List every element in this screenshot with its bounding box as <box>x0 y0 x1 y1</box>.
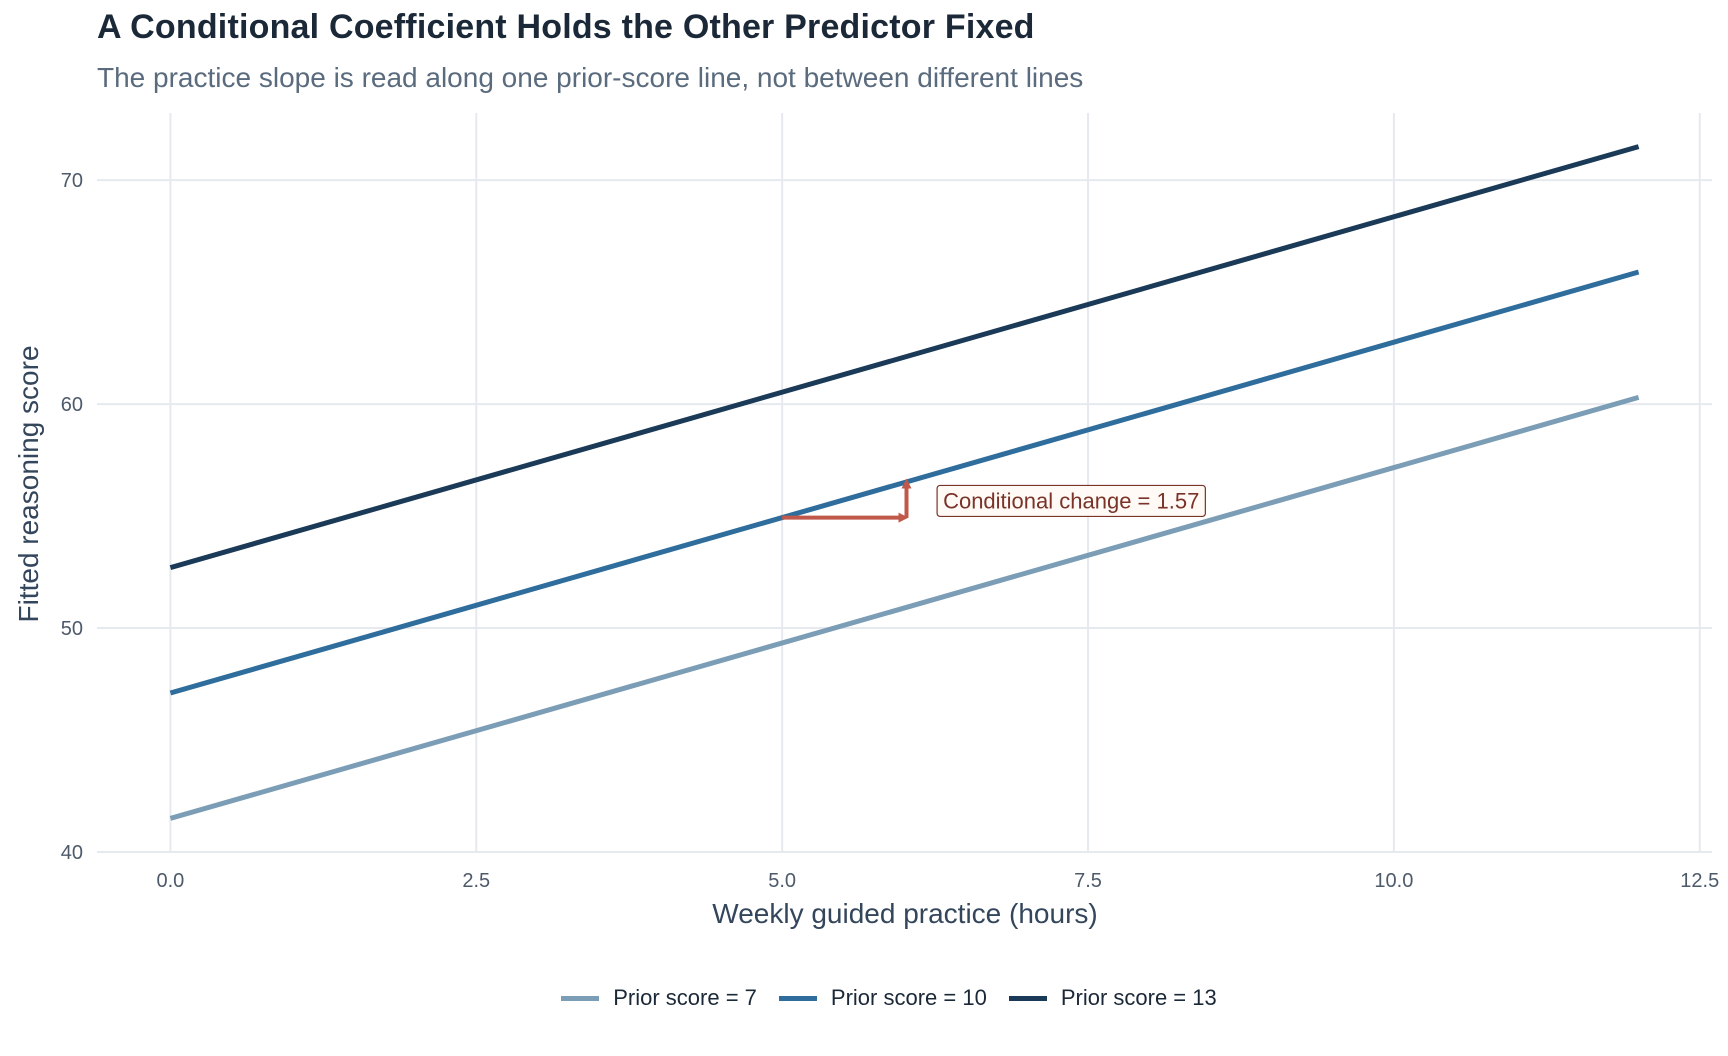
series-line-1 <box>169 394 1640 821</box>
legend-label: Prior score = 10 <box>830 985 987 1010</box>
x-tick-label: 10.0 <box>1374 870 1413 892</box>
x-tick-label: 12.5 <box>1680 870 1719 892</box>
legend-label: Prior score = 13 <box>1060 985 1217 1010</box>
x-tick-label: 7.5 <box>1074 870 1102 892</box>
x-axis-title: Weekly guided practice (hours) <box>712 898 1097 929</box>
chart-subtitle: The practice slope is read along one pri… <box>97 62 1084 93</box>
y-tick-label: 70 <box>61 170 83 192</box>
y-tick-label: 60 <box>61 394 83 416</box>
annotation-run-arrowhead <box>898 512 909 523</box>
legend-item: Prior score = 10 <box>778 985 987 1011</box>
y-tick-label: 50 <box>61 618 83 640</box>
annotation-label-box <box>936 484 1206 518</box>
gridlines <box>97 113 1712 853</box>
tick-labels: 0.0 2.5 5.0 7.5 10.0 12.5 40 50 60 70 <box>61 170 1719 892</box>
legend: Prior score = 7 Prior score = 10 Prior s… <box>0 985 1728 1011</box>
y-tick-label: 40 <box>61 842 83 864</box>
annotation-rise-arrowhead <box>901 478 912 489</box>
annotation-label: Conditional change = 1.57 <box>943 488 1199 513</box>
legend-swatch <box>778 995 817 1001</box>
legend-swatch <box>1008 995 1047 1001</box>
y-axis-title: Fitted reasoning score <box>13 345 44 622</box>
x-tick-label: 2.5 <box>462 870 490 892</box>
chart-title: A Conditional Coefficient Holds the Othe… <box>97 8 1035 46</box>
series-line-3 <box>169 144 1640 571</box>
legend-item: Prior score = 7 <box>561 985 757 1011</box>
x-tick-label: 0.0 <box>157 870 185 892</box>
legend-swatch <box>561 995 600 1001</box>
x-tick-label: 5.0 <box>768 870 796 892</box>
annotation-group: Conditional change = 1.57 <box>782 478 1206 523</box>
legend-label: Prior score = 7 <box>613 985 757 1010</box>
legend-item: Prior score = 13 <box>1008 985 1217 1011</box>
